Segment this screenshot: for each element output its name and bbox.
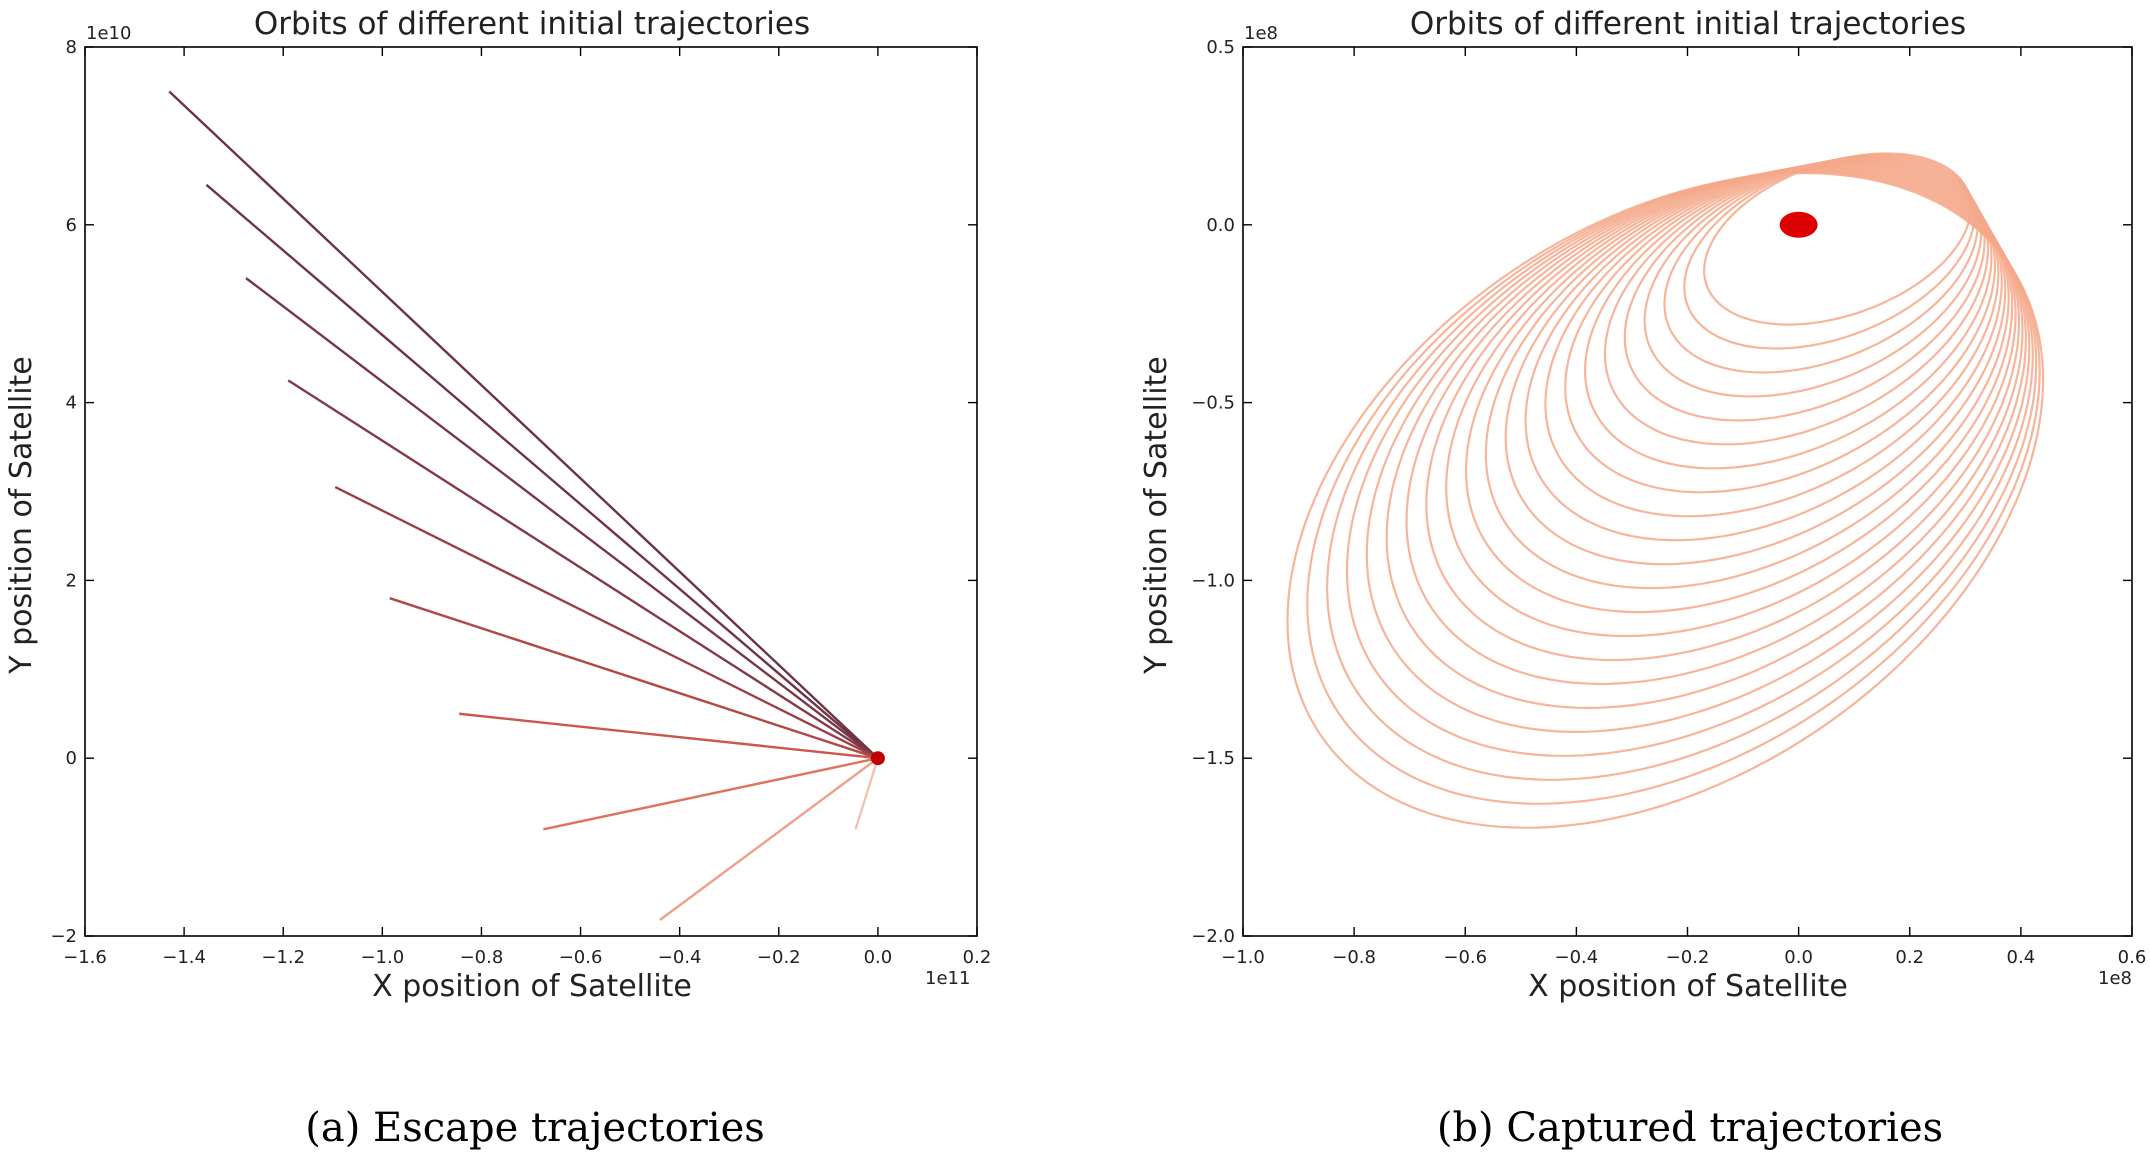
trajectory-line bbox=[168, 90, 879, 760]
x-offset-label: 1e11 bbox=[925, 968, 970, 989]
chart-escape-trajectories: Orbits of different initial trajectories… bbox=[4, 6, 991, 1004]
x-tick-label: −1.2 bbox=[261, 947, 305, 968]
trajectory-line bbox=[205, 183, 879, 760]
x-axis-label: X position of Satellite bbox=[372, 969, 692, 1004]
x-tick-label: −0.4 bbox=[658, 947, 702, 968]
orbit-curve bbox=[1663, 154, 1979, 374]
orbit-curve bbox=[1603, 157, 1990, 446]
trajectory-line bbox=[287, 379, 879, 760]
x-tick-label: −1.6 bbox=[63, 947, 107, 968]
central-body-marker bbox=[1779, 211, 1818, 238]
x-tick-label: 0.4 bbox=[2007, 947, 2036, 968]
orbit-curve bbox=[1445, 164, 2017, 638]
axis-ticks: −1.0 −0.8 −0.6 −0.4 −0.2 0.0 0.2 0.4 0.6 −2.0 −1.5… bbox=[1191, 37, 2146, 968]
x-tick-label: 0.6 bbox=[2118, 947, 2147, 968]
trajectory-line bbox=[854, 757, 880, 830]
x-tick-label: −0.6 bbox=[1443, 947, 1487, 968]
y-tick-label: −1.5 bbox=[1191, 748, 1235, 769]
y-tick-label: 8 bbox=[66, 37, 77, 58]
y-tick-label: −1.0 bbox=[1191, 570, 1235, 591]
orbit-curve bbox=[1703, 152, 1972, 326]
y-tick-label: 6 bbox=[66, 215, 77, 236]
trajectory-line bbox=[389, 597, 879, 760]
orbit-curve bbox=[1425, 165, 2021, 662]
x-tick-label: −1.0 bbox=[1221, 947, 1265, 968]
orbit-curve bbox=[1564, 158, 1996, 494]
x-tick-label: 0.2 bbox=[1895, 947, 1924, 968]
y-tick-label: −2.0 bbox=[1191, 926, 1235, 947]
orbit-curve bbox=[1286, 171, 2045, 829]
orbit-curve bbox=[1464, 163, 2014, 614]
y-offset-label: 1e8 bbox=[1244, 23, 1278, 44]
orbit-curve bbox=[1405, 166, 2024, 686]
central-body-marker bbox=[870, 751, 885, 766]
orbit-curve bbox=[1683, 153, 1976, 350]
trajectory-line bbox=[245, 277, 879, 760]
trajectory-lines bbox=[168, 90, 885, 921]
orbit-curve bbox=[1345, 169, 2034, 757]
y-tick-label: 0.0 bbox=[1206, 215, 1235, 236]
x-tick-label: 0.2 bbox=[963, 947, 992, 968]
chart-title: Orbits of different initial trajectories bbox=[254, 6, 810, 42]
plot-area bbox=[1242, 46, 2133, 937]
x-tick-label: −0.2 bbox=[1666, 947, 1710, 968]
y-tick-label: 2 bbox=[66, 570, 77, 591]
y-tick-label: 0 bbox=[66, 748, 77, 769]
orbit-curve bbox=[1385, 167, 2027, 710]
x-tick-label: −1.4 bbox=[162, 947, 206, 968]
y-tick-label: −0.5 bbox=[1191, 393, 1235, 414]
x-axis-label: X position of Satellite bbox=[1528, 969, 1848, 1004]
plot-area bbox=[84, 46, 978, 937]
axis-ticks: −1.6 −1.4 −1.2 −1.0 −0.8 −0.6 −0.4 −0.2 0.0 0.2 −2… bbox=[50, 37, 991, 968]
orbit-curve bbox=[1325, 170, 2038, 781]
orbit-curve bbox=[1504, 161, 2007, 566]
x-tick-label: −0.2 bbox=[757, 947, 801, 968]
y-tick-label: 0.5 bbox=[1206, 37, 1235, 58]
orbit-curve bbox=[1623, 156, 1986, 422]
trajectory-line bbox=[543, 757, 879, 831]
caption-captured: (b) Captured trajectories bbox=[1436, 1105, 1944, 1151]
x-offset-label: 1e8 bbox=[2098, 968, 2132, 989]
orbit-curve bbox=[1643, 155, 1983, 398]
trajectory-line bbox=[659, 757, 879, 921]
trajectory-line bbox=[459, 712, 879, 760]
trajectory-line bbox=[334, 485, 879, 760]
x-tick-label: 0.0 bbox=[864, 947, 893, 968]
chart-title: Orbits of different initial trajectories bbox=[1410, 6, 1966, 42]
orbit-curve bbox=[1583, 158, 1993, 470]
x-tick-label: −0.4 bbox=[1555, 947, 1599, 968]
x-tick-label: −0.8 bbox=[460, 947, 504, 968]
orbit-curve bbox=[1524, 160, 2003, 542]
y-axis-label: Y position of Satellite bbox=[1139, 356, 1174, 675]
x-tick-label: −1.0 bbox=[360, 947, 404, 968]
orbit-curve bbox=[1306, 170, 2041, 805]
orbit-curves bbox=[1286, 152, 2045, 829]
x-tick-label: 0.0 bbox=[1784, 947, 1813, 968]
orbit-curve bbox=[1484, 162, 2010, 590]
y-offset-label: 1e10 bbox=[86, 23, 131, 44]
orbit-curve bbox=[1544, 159, 2000, 518]
y-axis-label: Y position of Satellite bbox=[4, 356, 39, 675]
x-tick-label: −0.6 bbox=[559, 947, 603, 968]
y-tick-label: 4 bbox=[66, 393, 77, 414]
caption-escape: (a) Escape trajectories bbox=[305, 1105, 765, 1151]
chart-captured-trajectories: Orbits of different initial trajectories… bbox=[1139, 6, 2146, 1004]
x-tick-label: −0.8 bbox=[1332, 947, 1376, 968]
y-tick-label: −2 bbox=[50, 926, 77, 947]
orbit-curve bbox=[1365, 168, 2031, 734]
